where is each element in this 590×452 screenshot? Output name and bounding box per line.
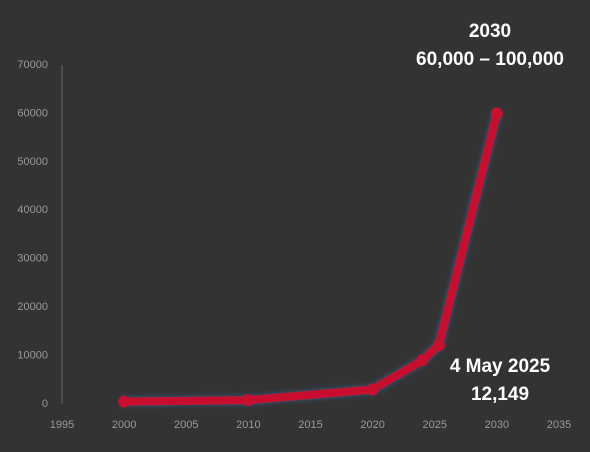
x-tick-label: 2015: [298, 419, 322, 431]
point: [242, 394, 255, 407]
x-tick-label: 2025: [423, 419, 447, 431]
annotation: 12,149: [471, 384, 529, 405]
y-tick-label: 10000: [17, 349, 48, 361]
annotation: 2030: [469, 21, 511, 42]
y-tick-label: 70000: [17, 59, 48, 71]
x-tick-label: 2035: [547, 419, 571, 431]
line: [120, 109, 501, 406]
y-tick-label: 40000: [17, 204, 48, 216]
point: [416, 354, 429, 367]
y-tick-label: 30000: [17, 253, 48, 265]
x-tick-label: 1995: [50, 419, 74, 431]
x-tick-label: 2030: [485, 419, 509, 431]
y-tick-label: 0: [42, 398, 48, 410]
y-tick-label: 50000: [17, 156, 48, 168]
x-tick-label: 2005: [174, 419, 198, 431]
point: [118, 395, 131, 408]
annotation: 60,000 – 100,000: [416, 49, 564, 70]
x-tick-label: 2000: [112, 419, 136, 431]
y-tick-label: 60000: [17, 107, 48, 119]
point: [366, 383, 379, 396]
annotation: 4 May 2025: [450, 356, 551, 377]
point: [490, 107, 503, 120]
x-tick-label: 2010: [236, 419, 260, 431]
point: [432, 339, 445, 352]
y-tick-label: 20000: [17, 301, 48, 313]
x-tick-label: 2020: [360, 419, 384, 431]
